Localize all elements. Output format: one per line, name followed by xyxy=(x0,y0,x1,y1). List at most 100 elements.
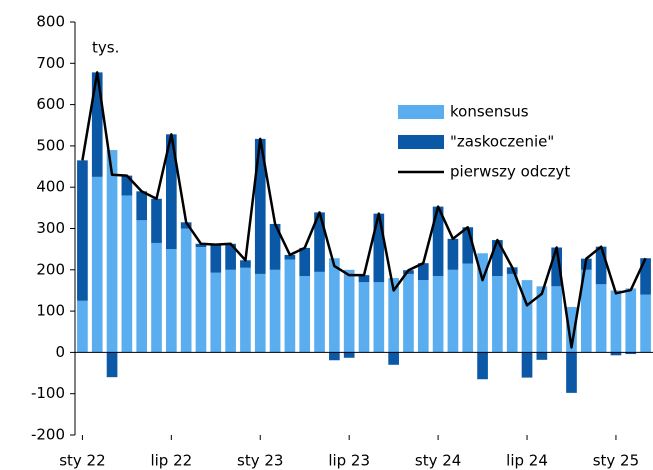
y-tick-label: -100 xyxy=(31,384,65,402)
y-tick-label: 200 xyxy=(36,260,65,278)
bar xyxy=(536,286,548,353)
y-tick-label: -200 xyxy=(31,426,65,444)
bar xyxy=(388,278,399,353)
bar xyxy=(121,175,133,196)
bar xyxy=(403,273,414,353)
bar xyxy=(299,275,311,353)
bar xyxy=(269,269,281,353)
x-tick-label: lip 23 xyxy=(328,452,370,470)
x-tick-label: sty 22 xyxy=(59,452,105,470)
bar xyxy=(254,273,266,353)
legend-swatch xyxy=(398,135,444,149)
bar xyxy=(91,72,103,177)
bar xyxy=(595,284,607,353)
y-tick-label: 500 xyxy=(36,136,65,154)
bar xyxy=(121,195,133,353)
bar xyxy=(284,259,296,353)
bar xyxy=(225,243,236,270)
bar xyxy=(625,352,637,355)
bar xyxy=(165,249,177,353)
y-tick-label: 0 xyxy=(55,343,65,361)
bar xyxy=(180,222,192,229)
legend-swatch xyxy=(398,105,444,119)
bar xyxy=(610,352,622,356)
bar xyxy=(506,273,518,353)
bar xyxy=(77,160,88,301)
bar xyxy=(551,247,563,287)
bar xyxy=(610,290,622,353)
bar xyxy=(432,275,444,353)
bar xyxy=(210,272,222,353)
bar xyxy=(151,198,162,243)
bar xyxy=(151,242,162,353)
annotation: tys. xyxy=(92,39,119,57)
bar xyxy=(566,352,577,393)
bar xyxy=(195,247,207,353)
bar xyxy=(447,269,459,353)
y-tick-label: 400 xyxy=(36,178,65,196)
x-tick-label: lip 22 xyxy=(150,452,192,470)
x-tick-label: lip 24 xyxy=(506,452,548,470)
bar xyxy=(343,352,355,358)
bar xyxy=(566,306,577,353)
bar xyxy=(210,244,222,273)
bar xyxy=(595,246,607,285)
bar xyxy=(447,238,459,270)
x-tick-label: sty 23 xyxy=(237,452,283,470)
bar xyxy=(91,176,103,353)
bar xyxy=(314,212,325,272)
bar xyxy=(240,260,251,268)
bar xyxy=(136,191,148,221)
bar xyxy=(343,269,355,353)
y-tick-label: 100 xyxy=(36,302,65,320)
bar xyxy=(580,269,592,353)
bar xyxy=(329,258,340,353)
bar xyxy=(240,267,251,353)
bar xyxy=(195,243,207,248)
bar xyxy=(284,254,296,260)
line xyxy=(81,71,647,349)
bar xyxy=(106,352,118,378)
bar xyxy=(269,223,281,270)
bar xyxy=(373,213,385,283)
bar xyxy=(106,150,118,353)
bar xyxy=(136,220,148,353)
bar xyxy=(417,263,429,281)
bar xyxy=(373,282,385,353)
bar xyxy=(417,280,429,353)
x-tick-label: sty 25 xyxy=(593,452,639,470)
legend-label: konsensus xyxy=(450,103,529,121)
bar xyxy=(314,271,325,353)
x-tick-label: sty 24 xyxy=(415,452,461,470)
legend-label: "zaskoczenie" xyxy=(450,133,554,151)
bar xyxy=(477,352,488,380)
bar xyxy=(521,280,533,353)
bar xyxy=(477,253,488,353)
bar xyxy=(358,282,370,353)
bar xyxy=(254,138,266,274)
bar xyxy=(521,352,533,378)
bar xyxy=(388,352,399,365)
bar xyxy=(640,258,651,295)
bar xyxy=(77,300,88,353)
legend-label: pierwszy odczyt xyxy=(450,163,570,181)
bar xyxy=(492,240,503,276)
bar xyxy=(551,286,563,353)
bar xyxy=(536,352,548,360)
y-tick-label: 700 xyxy=(36,54,65,72)
bar xyxy=(329,352,340,361)
y-tick-label: 600 xyxy=(36,95,65,113)
bar xyxy=(432,206,444,276)
bar xyxy=(462,227,474,264)
bar xyxy=(462,263,474,353)
y-tick-label: 300 xyxy=(36,219,65,237)
bar xyxy=(299,247,311,276)
y-tick-label: 800 xyxy=(36,13,65,31)
bar xyxy=(165,134,177,250)
bar xyxy=(640,294,651,353)
bar xyxy=(180,228,192,353)
bar xyxy=(625,288,637,353)
bar xyxy=(358,275,370,283)
bar xyxy=(225,269,236,353)
